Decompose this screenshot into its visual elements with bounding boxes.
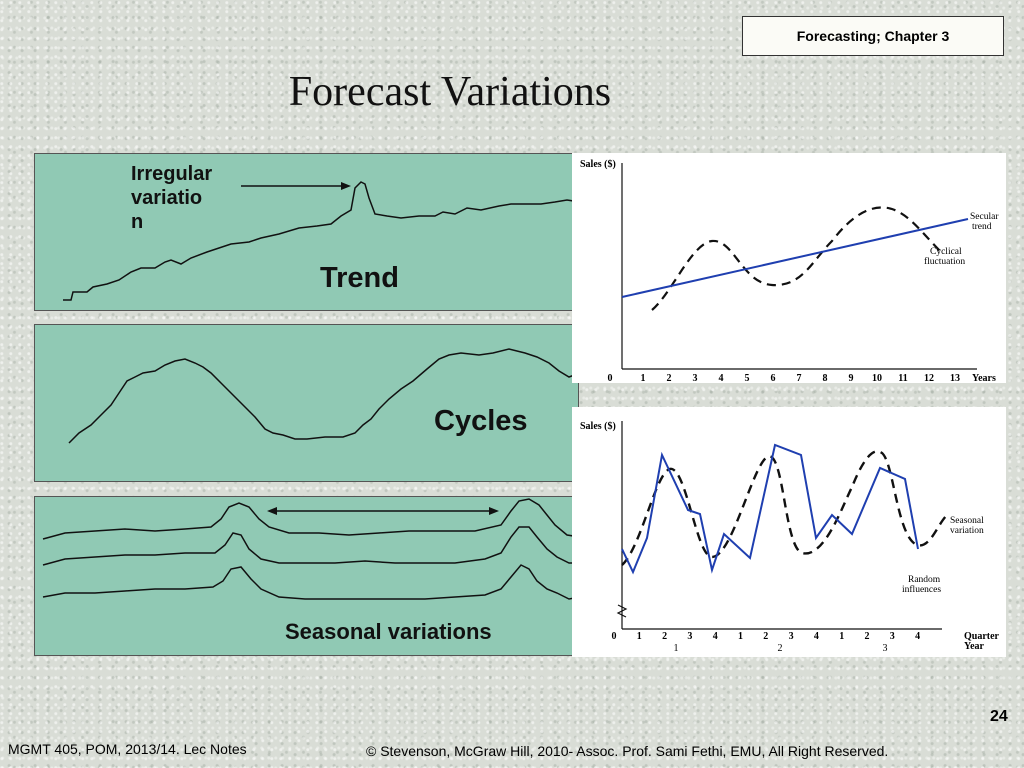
- trend-cycle-chart-svg: Sales ($) 0 1 2 3 4 5 6 7 8 9 10 11 12 13 Years Secul…: [580, 159, 999, 384]
- x-tick-label: 2: [662, 631, 667, 642]
- footer-copyright: © Stevenson, McGraw Hill, 2010- Assoc. P…: [366, 743, 889, 759]
- page-number: 24: [990, 708, 1008, 725]
- x-tick-label: 4: [719, 373, 724, 383]
- cyclical-fluctuation-line: [651, 206, 943, 311]
- chapter-label-box: Forecasting; Chapter 3: [742, 16, 1004, 56]
- year-label: 1: [674, 643, 679, 654]
- x-tick-label: 1: [738, 631, 743, 642]
- x-tick-label: 9: [849, 373, 854, 383]
- x-tick-label: 4: [915, 631, 920, 642]
- x-tick-label: 3: [693, 373, 698, 383]
- y-axis-label: Sales ($): [580, 159, 616, 170]
- cycles-line-graphic: [68, 348, 578, 444]
- axis-break-mark: [616, 604, 628, 618]
- seasonal-panel: Seasonal variations: [34, 496, 579, 656]
- x-tick-label: 4: [814, 631, 819, 642]
- x-tick-label: 13: [950, 373, 960, 383]
- x-tick-label: 3: [890, 631, 895, 642]
- x-tick-label: 1: [839, 631, 844, 642]
- x-tick-label: 8: [823, 373, 828, 383]
- random-influences-line: [621, 443, 919, 575]
- x-tick-label: 2: [865, 631, 870, 642]
- x-tick-label: 5: [745, 373, 750, 383]
- seasonal-variation-annotation: Seasonal variation: [950, 516, 984, 536]
- trend-line-graphic: [63, 181, 578, 301]
- year-label: 2: [778, 643, 783, 654]
- x-tick-label: 0: [612, 631, 617, 642]
- x-tick-label: 10: [872, 373, 882, 383]
- irregular-variation-annotation: Irregular variatio n: [131, 163, 213, 233]
- secular-trend-line: [621, 218, 969, 298]
- x-tick-label: 4: [713, 631, 718, 642]
- x-tick-label: 6: [771, 373, 776, 383]
- x-tick-label: 3: [687, 631, 692, 642]
- slide-title: Forecast Variations: [288, 69, 612, 115]
- trend-cycle-chart: Sales ($) 0 1 2 3 4 5 6 7 8 9 10 11 12 13 Years Secul…: [572, 153, 1006, 384]
- x-tick-label: 2: [763, 631, 768, 642]
- x-axis-label: Years: [972, 373, 996, 383]
- trend-panel: Irregular variatio n Trend: [34, 153, 579, 311]
- random-influences-annotation: Random influences: [902, 575, 941, 595]
- x-tick-label: 1: [641, 373, 646, 383]
- y-axis-label: Sales ($): [580, 421, 616, 432]
- x-tick-label: 0: [608, 373, 613, 383]
- seasonal-variation-line: [621, 450, 948, 566]
- x-tick-label: 11: [898, 373, 907, 383]
- cyclical-fluctuation-annotation: Cyclical fluctuation: [924, 247, 965, 267]
- trend-label: Trend: [320, 262, 399, 294]
- x-axis-label: Quarter Year: [964, 631, 1000, 652]
- year-label: 3: [883, 643, 888, 654]
- cycles-label: Cycles: [434, 405, 528, 437]
- x-tick-label: 1: [637, 631, 642, 642]
- cycles-panel: Cycles: [34, 324, 579, 482]
- seasonal-label: Seasonal variations: [285, 619, 492, 644]
- secular-trend-annotation: Secular trend: [970, 212, 999, 232]
- footer-course: MGMT 405, POM, 2013/14. Lec Notes: [8, 741, 247, 757]
- x-tick-label: 12: [924, 373, 934, 383]
- x-tick-label: 7: [797, 373, 802, 383]
- x-tick-label: 3: [789, 631, 794, 642]
- x-tick-label: 2: [667, 373, 672, 383]
- seasonal-line-graphic: [42, 498, 578, 600]
- chapter-label: Forecasting; Chapter 3: [796, 28, 950, 44]
